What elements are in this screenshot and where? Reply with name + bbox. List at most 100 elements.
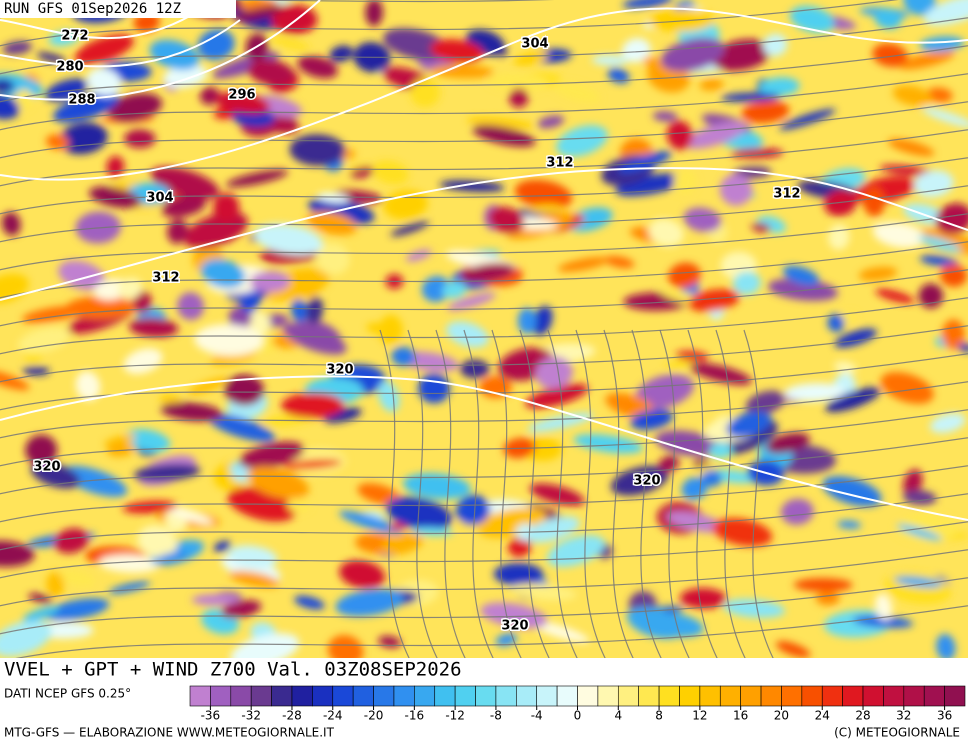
- field-blob: [591, 55, 629, 66]
- colorbar-tick-label: -32: [241, 709, 261, 723]
- contour-label: 280: [56, 60, 83, 75]
- colorbar-swatch: [556, 685, 578, 707]
- run-box: [0, 0, 236, 18]
- field-blob: [372, 160, 409, 185]
- field-blob: [327, 635, 364, 658]
- field-blob: [62, 465, 128, 497]
- field-blob: [509, 87, 529, 108]
- streamline: [407, 329, 438, 658]
- run-label: RUN GFS 01Sep2026 12Z: [4, 1, 181, 17]
- streamline: [0, 353, 968, 411]
- contour-label: 320: [501, 619, 528, 634]
- colorbar-swatch: [516, 685, 538, 707]
- streamline: [519, 329, 550, 658]
- field-blob: [30, 462, 81, 489]
- contour-label: 296: [228, 88, 255, 103]
- field-blob: [197, 29, 235, 61]
- field-blob: [365, 0, 383, 27]
- field-blob: [191, 594, 241, 606]
- contour-label: 320: [33, 460, 60, 475]
- streamline: [0, 157, 968, 215]
- field-blob: [1, 211, 21, 236]
- colorbar-swatch: [454, 685, 476, 707]
- streamline: [0, 213, 968, 271]
- field-blob: [0, 540, 35, 567]
- wind-streamlines: [0, 0, 968, 658]
- contour-label: 320: [326, 363, 353, 378]
- field-blob: [228, 545, 278, 568]
- field-blob: [858, 266, 898, 281]
- field-blob: [281, 392, 345, 419]
- field-blob: [893, 576, 943, 588]
- field-blob: [283, 459, 342, 470]
- field-blob: [297, 55, 338, 79]
- streamline: [0, 493, 968, 551]
- field-blob: [117, 277, 143, 299]
- field-blob: [0, 369, 30, 391]
- field-blob: [213, 540, 232, 553]
- colorbar-swatch: [821, 685, 843, 707]
- field-blob: [0, 79, 15, 93]
- field-blob: [513, 51, 548, 66]
- field-blob: [552, 81, 601, 103]
- field-blob: [779, 108, 836, 131]
- colorbar: -36 -32 -28 -24 -20 -16 -12 -8 -4 0 4 8 12 16 20 24 28 32…: [189, 685, 966, 723]
- colorbar-swatch: [189, 685, 211, 707]
- field-blob: [679, 588, 727, 609]
- field-blob: [86, 67, 122, 97]
- field-blob: [508, 536, 532, 557]
- streamline: [631, 329, 662, 658]
- field-blob: [339, 560, 386, 589]
- colorbar-swatch: [434, 685, 456, 707]
- streamline: [491, 329, 522, 658]
- contour-line: [0, 0, 321, 101]
- colorbar-tick-label: 12: [692, 709, 707, 723]
- colorbar-swatch: [352, 685, 374, 707]
- field-blob: [873, 221, 926, 248]
- colorbar-swatch: [536, 685, 558, 707]
- field-blob: [765, 432, 810, 454]
- field-blob: [913, 170, 954, 198]
- field-blob: [124, 129, 156, 148]
- colorbar-tick-label: -12: [445, 709, 465, 723]
- field-blob: [2, 41, 32, 55]
- colorbar-tick-label: 0: [574, 709, 582, 723]
- height-contours: [0, 0, 968, 521]
- field-blob: [0, 620, 52, 657]
- field-blob: [199, 86, 220, 105]
- field-blob: [926, 87, 953, 103]
- field-blob: [887, 138, 935, 157]
- field-blob: [784, 383, 845, 402]
- field-blob: [459, 262, 515, 284]
- field-blob: [790, 5, 835, 33]
- streamline: [0, 45, 968, 103]
- field-blob: [480, 602, 548, 629]
- field-blob: [221, 600, 262, 619]
- colorbar-swatch: [577, 685, 599, 707]
- field-blob: [557, 256, 610, 272]
- field-blob: [528, 204, 563, 213]
- field-blob: [896, 524, 942, 541]
- colorbar-tick-label: 28: [855, 709, 870, 723]
- field-blob: [648, 8, 715, 32]
- contour-label: 320: [633, 474, 660, 489]
- field-blob: [53, 91, 120, 123]
- field-blob: [862, 186, 886, 217]
- streamline: [0, 437, 968, 495]
- contour-label: 312: [152, 271, 179, 286]
- colorbar-swatch: [332, 685, 354, 707]
- field-blob: [759, 77, 800, 97]
- streamline: [0, 381, 968, 439]
- colorbar-swatch: [312, 685, 334, 707]
- field-blob: [709, 442, 733, 459]
- field-blob: [446, 321, 489, 348]
- colorbar-tick-label: -28: [282, 709, 302, 723]
- field-blob: [150, 166, 220, 199]
- field-blob: [903, 0, 937, 16]
- field-blob: [459, 359, 490, 379]
- streamline: [0, 549, 968, 607]
- field-blob: [892, 85, 933, 107]
- colorbar-tick-label: 24: [815, 709, 830, 723]
- colorbar-swatch: [271, 685, 293, 707]
- colorbar-swatch: [597, 685, 619, 707]
